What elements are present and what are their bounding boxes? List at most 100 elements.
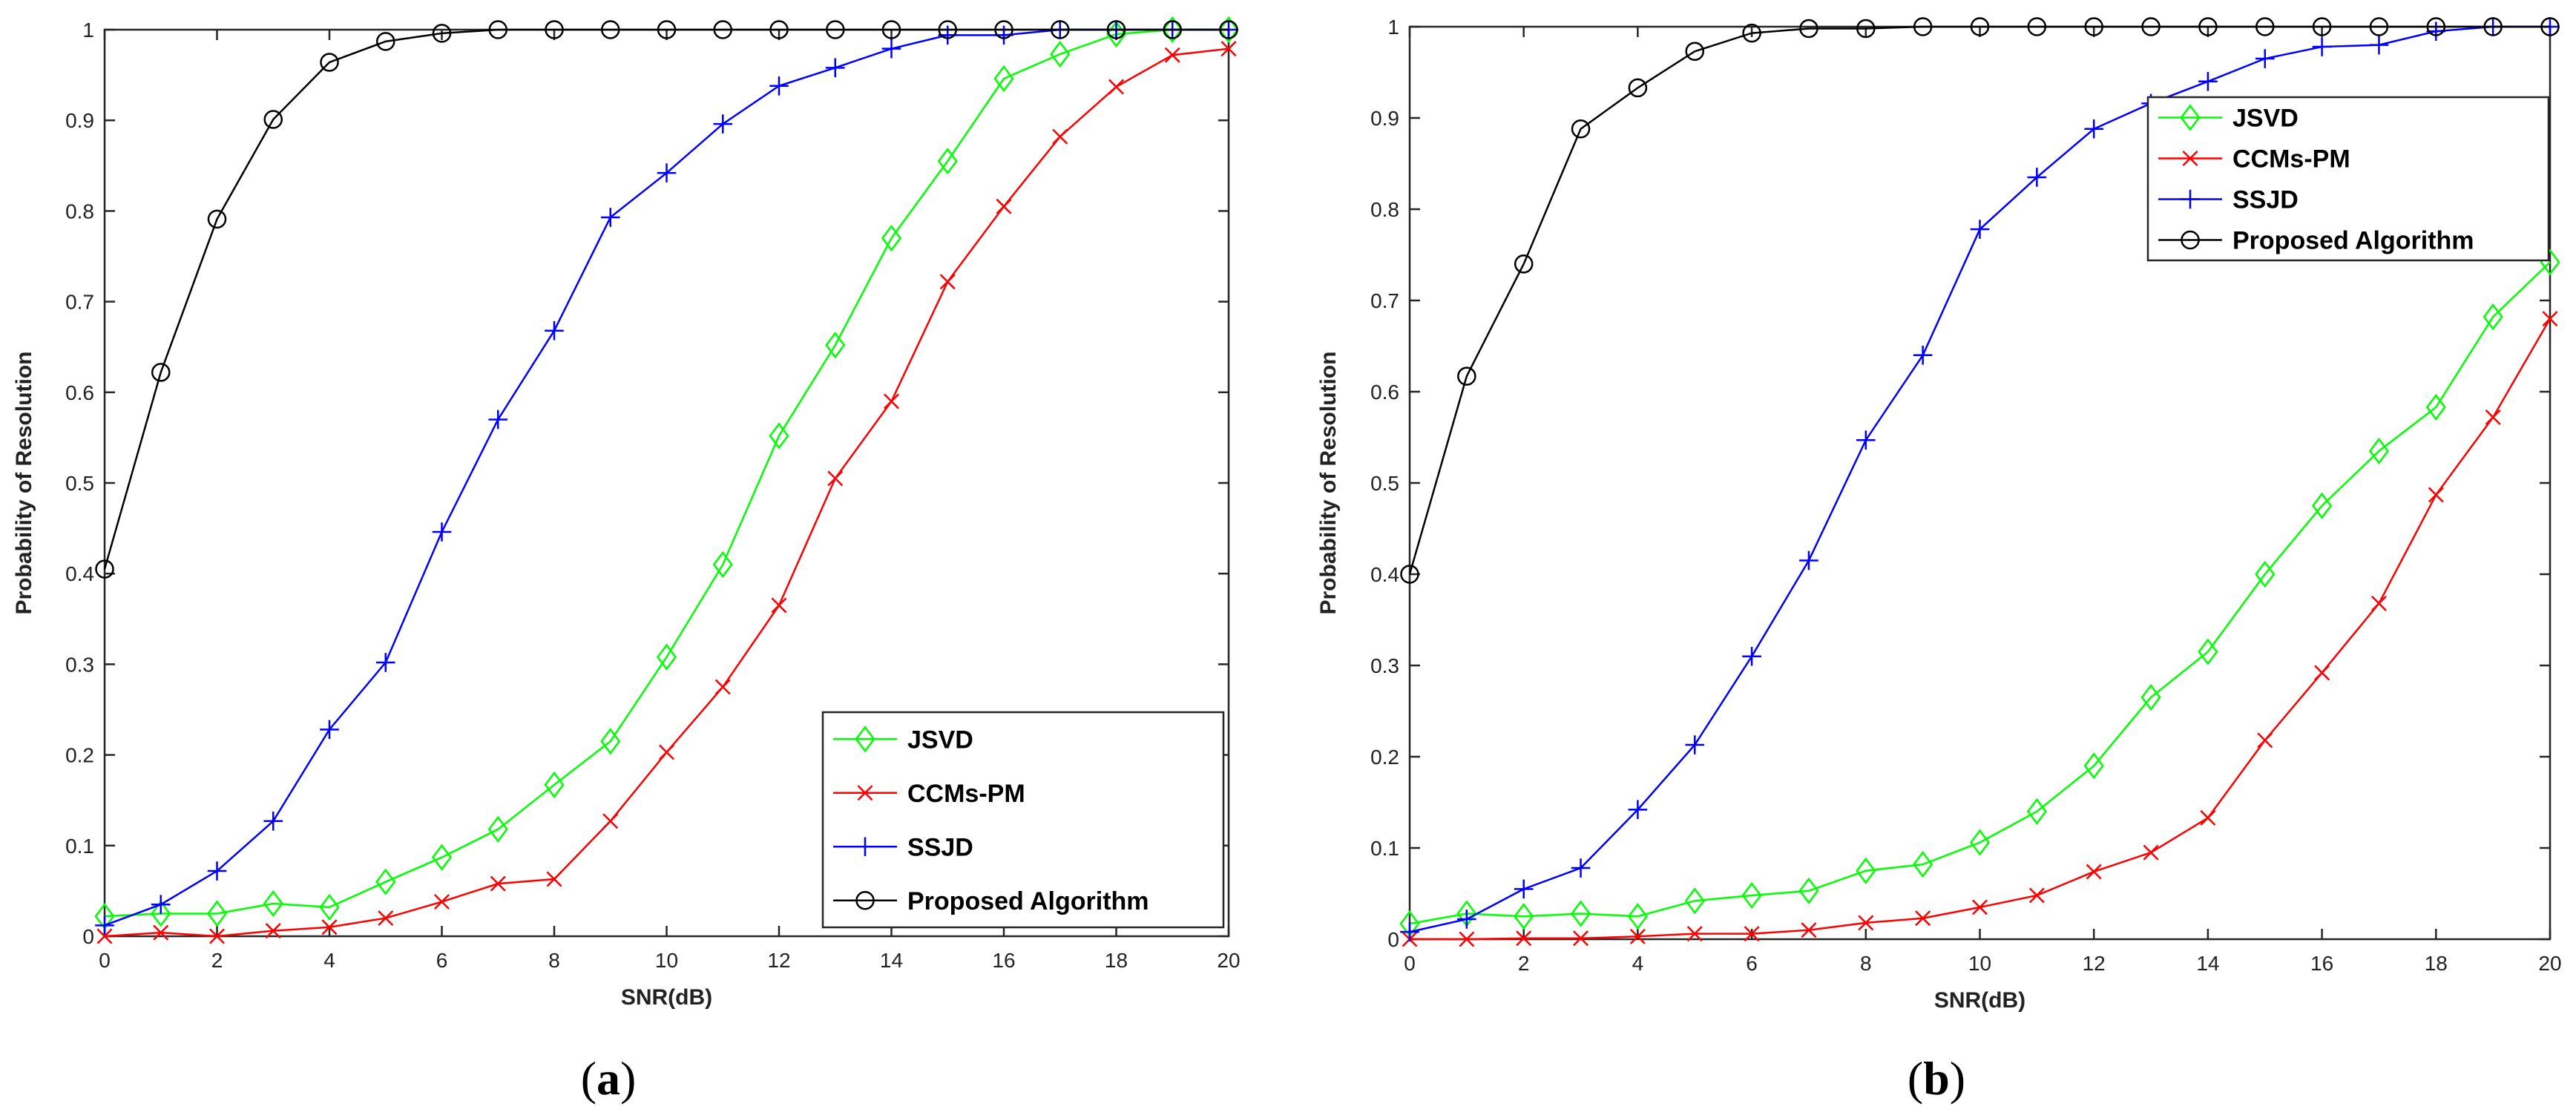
- data-point: [2027, 17, 2047, 36]
- legend-label: Proposed Algorithm: [907, 887, 1149, 915]
- data-point: [206, 900, 228, 927]
- panel-label-letter: a: [597, 1052, 620, 1105]
- data-point: [96, 928, 113, 944]
- x-tick-label: 10: [1968, 952, 1991, 975]
- data-point: [713, 20, 733, 39]
- data-point: [881, 39, 901, 59]
- legend-item: JSVD: [2158, 104, 2299, 133]
- data-point: [1218, 16, 1239, 44]
- data-point: [1050, 40, 1071, 68]
- data-point: [2028, 887, 2045, 904]
- data-point: [994, 20, 1013, 39]
- data-point: [657, 163, 677, 183]
- data-point: [1219, 20, 1238, 39]
- data-point: [1969, 829, 1991, 856]
- data-point: [2369, 35, 2389, 55]
- data-point: [1685, 42, 1705, 61]
- data-point: [263, 110, 283, 129]
- data-point: [1514, 254, 1534, 274]
- data-point: [2198, 17, 2218, 36]
- data-point: [1970, 220, 1990, 239]
- legend-item: SSJD: [833, 833, 973, 861]
- data-point: [2255, 17, 2275, 36]
- legend-item: CCMs-PM: [2158, 145, 2350, 174]
- data-point: [769, 76, 789, 96]
- data-point: [1163, 20, 1183, 39]
- panel-label-close: ): [620, 1052, 636, 1105]
- series-jsvd: [1399, 249, 2560, 938]
- x-tick-label: 6: [1746, 952, 1758, 975]
- data-point: [827, 470, 844, 487]
- y-tick-label: 0.2: [1370, 746, 1399, 769]
- data-point: [659, 744, 674, 760]
- data-point: [2426, 17, 2446, 36]
- data-point: [825, 20, 845, 39]
- data-point: [2370, 595, 2387, 611]
- data-point: [857, 785, 873, 801]
- data-point: [1514, 903, 1534, 930]
- series-line: [1408, 25, 2550, 575]
- panel-label-letter: b: [1923, 1052, 1950, 1105]
- data-point: [1052, 128, 1068, 145]
- series-line: [103, 28, 1229, 570]
- data-point: [855, 837, 875, 857]
- data-point: [2428, 487, 2444, 503]
- data-point: [657, 20, 677, 39]
- x-tick-label: 8: [548, 949, 560, 972]
- x-tick-label: 2: [1518, 952, 1530, 975]
- y-tick-label: 0.4: [65, 562, 94, 585]
- x-tick-label: 18: [1105, 949, 1128, 972]
- x-tick-label: 16: [992, 949, 1015, 972]
- data-point: [2369, 17, 2389, 36]
- data-point: [1400, 922, 1419, 941]
- panel-label-open: (: [581, 1052, 597, 1105]
- data-point: [2255, 49, 2275, 68]
- x-tick-label: 0: [1404, 952, 1416, 975]
- legend-item: Proposed Algorithm: [2158, 227, 2474, 255]
- x-tick-label: 18: [2425, 952, 2448, 975]
- legend-item: Proposed Algorithm: [833, 887, 1149, 915]
- data-point: [825, 332, 846, 359]
- data-point: [1741, 881, 1762, 910]
- data-point: [939, 274, 956, 290]
- series-line: [104, 28, 1229, 918]
- legend-box: [2146, 96, 2550, 262]
- data-point: [1856, 430, 1876, 450]
- data-point: [2182, 151, 2198, 166]
- data-point: [855, 890, 875, 910]
- data-point: [207, 209, 227, 229]
- y-tick-label: 0.3: [1370, 654, 1399, 677]
- data-point: [712, 550, 733, 579]
- y-tick-label: 0.7: [1370, 289, 1399, 312]
- data-point: [600, 728, 621, 755]
- data-point: [769, 422, 789, 450]
- x-tick-label: 4: [323, 949, 335, 972]
- data-point: [600, 208, 620, 227]
- data-point: [1799, 550, 1818, 570]
- data-point: [881, 224, 902, 252]
- x-tick-label: 20: [1217, 949, 1240, 972]
- data-point: [1514, 879, 1534, 899]
- data-point: [1858, 915, 1874, 931]
- data-point: [881, 20, 901, 39]
- data-point: [2140, 683, 2161, 711]
- y-tick-label: 0.1: [1370, 837, 1399, 860]
- data-point: [1744, 926, 1760, 942]
- data-point: [2312, 37, 2332, 56]
- data-point: [488, 20, 508, 39]
- y-tick-label: 0.7: [65, 291, 94, 314]
- legend-label: SSJD: [907, 833, 973, 861]
- x-axis-title: SNR(dB): [1934, 988, 2025, 1013]
- data-point: [2084, 119, 2103, 139]
- chart-a: 0 2 4 6 8 10 12 14 16 18 20 0 0.1 0.2 0.3 0.4 0.5 0.6 0.7 0…: [12, 16, 1241, 1105]
- legend: JSVD CCMs-PM SSJD Proposed Algorithm: [821, 711, 1225, 929]
- series-line: [1409, 261, 2551, 925]
- data-point: [1571, 119, 1591, 139]
- data-point: [545, 20, 564, 39]
- data-point: [263, 890, 283, 918]
- data-point: [151, 900, 171, 927]
- data-point: [2255, 560, 2276, 588]
- data-point: [2181, 230, 2200, 250]
- y-tick-label: 0.5: [65, 472, 94, 495]
- y-tick-label: 0.9: [1370, 107, 1399, 130]
